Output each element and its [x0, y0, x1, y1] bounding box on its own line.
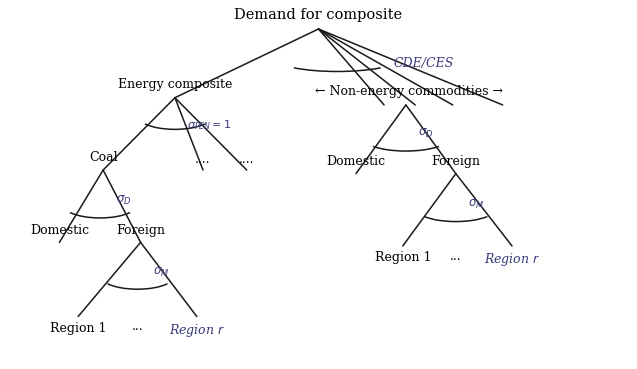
Text: $\sigma_D$: $\sigma_D$ [419, 127, 434, 141]
Text: Region 1: Region 1 [50, 322, 106, 335]
Text: Domestic: Domestic [30, 224, 89, 237]
Text: Domestic: Domestic [326, 155, 385, 168]
Text: Energy composite: Energy composite [118, 78, 232, 91]
Text: Region $r$: Region $r$ [484, 251, 540, 268]
Text: $\sigma_{PEN}$$= 1$: $\sigma_{PEN}$$= 1$ [187, 118, 232, 132]
Text: ← Non-energy commodities →: ← Non-energy commodities → [315, 85, 503, 98]
Text: Foreign: Foreign [116, 224, 165, 237]
Text: Demand for composite: Demand for composite [234, 8, 403, 22]
Text: Region $r$: Region $r$ [169, 322, 225, 339]
Text: Coal: Coal [89, 151, 117, 163]
Text: CDE/CES: CDE/CES [394, 57, 454, 70]
Text: $\sigma_D$: $\sigma_D$ [116, 194, 131, 207]
Text: $\sigma_M$: $\sigma_M$ [468, 198, 485, 211]
Text: ...: ... [450, 249, 462, 263]
Text: $\sigma_M$: $\sigma_M$ [153, 265, 169, 279]
Text: Region 1: Region 1 [375, 251, 431, 265]
Text: ...: ... [132, 320, 143, 333]
Text: ....: .... [239, 154, 254, 166]
Text: Foreign: Foreign [431, 155, 480, 168]
Text: ....: .... [196, 154, 211, 166]
